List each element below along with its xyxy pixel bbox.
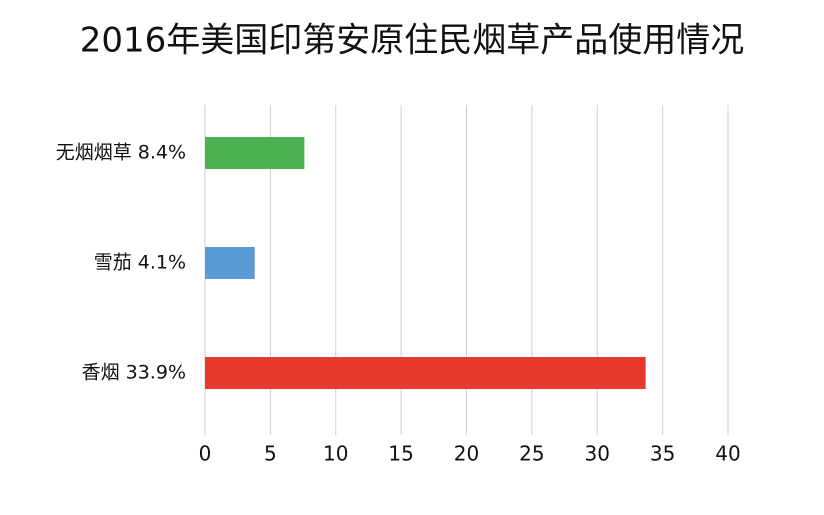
x-tick-label: 30 [585,442,610,466]
x-tick-label: 10 [323,442,348,466]
x-tick-label: 35 [650,442,675,466]
bar [205,357,646,389]
chart-title: 2016年美国印第安原住民烟草产品使用情况 [80,21,745,61]
x-tick-label: 25 [519,442,544,466]
x-tick-label: 40 [715,442,740,466]
bar [205,137,305,169]
x-tick-label: 0 [199,442,212,466]
x-tick-label: 5 [264,442,277,466]
x-tick-label: 20 [454,442,479,466]
bar [205,247,255,279]
y-tick-label: 香烟 33.9% [82,362,186,384]
y-tick-label: 雪茄 4.1% [94,252,186,274]
x-tick-label: 15 [388,442,413,466]
y-tick-label: 无烟烟草 8.4% [56,142,186,164]
